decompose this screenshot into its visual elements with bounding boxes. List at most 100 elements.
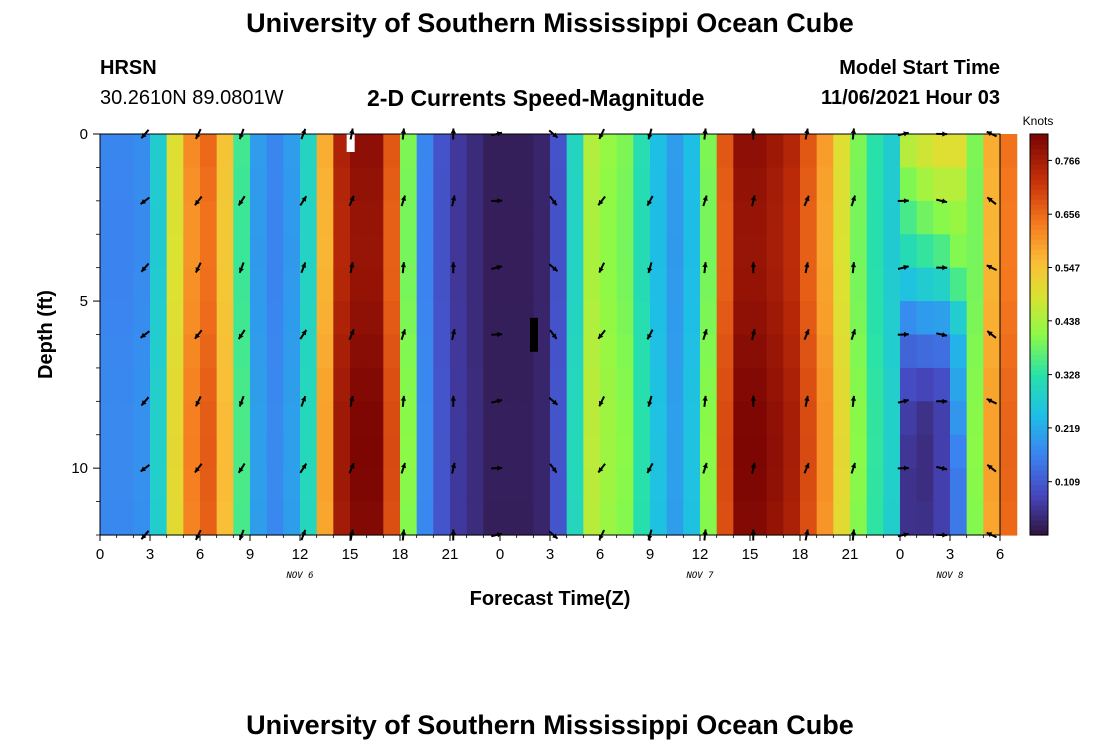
heatmap-cell: [316, 134, 334, 169]
heatmap-cell: [750, 167, 768, 202]
heatmap-cell: [516, 234, 534, 269]
current-vector-arrowhead: [194, 199, 200, 206]
heatmap-cell: [983, 167, 1001, 202]
heatmap-cell: [850, 434, 868, 469]
heatmap-cell: [216, 401, 234, 436]
heatmap-cell: [233, 434, 251, 469]
current-vector-arrowhead: [903, 532, 909, 538]
heatmap-cell: [866, 501, 884, 536]
current-vector-arrowhead: [804, 329, 810, 335]
heatmap-cell: [433, 267, 451, 302]
current-vector-arrowhead: [195, 267, 201, 273]
current-vector-arrowhead: [496, 264, 502, 271]
colorbar-tick-label: 0.219: [1055, 424, 1080, 435]
heatmap-cell: [866, 434, 884, 469]
current-vector-arrowhead: [140, 332, 146, 338]
heatmap-cell: [500, 234, 518, 269]
heatmap-cell: [233, 167, 251, 202]
x-tick-label: 3: [546, 546, 554, 563]
heatmap-cell: [666, 234, 684, 269]
heatmap-cell: [983, 501, 1001, 536]
heatmap-cell: [900, 367, 918, 402]
x-tick-label: 6: [196, 546, 204, 563]
heatmap-cell: [900, 401, 918, 436]
heatmap-cell: [683, 167, 701, 202]
heatmap-cell: [816, 334, 834, 369]
heatmap-cell: [966, 434, 984, 469]
heatmap-cell: [633, 434, 651, 469]
heatmap-cell: [283, 468, 301, 503]
heatmap-cell: [150, 234, 168, 269]
current-vector-arrowhead: [238, 200, 244, 206]
heatmap-cell: [416, 267, 434, 302]
current-vector-arrowhead: [497, 331, 503, 338]
heatmap-cell: [483, 334, 501, 369]
current-vector-arrowhead: [598, 199, 604, 206]
heatmap-cell: [883, 501, 901, 536]
heatmap-cell: [933, 301, 951, 336]
heatmap-cell: [816, 200, 834, 235]
current-vector-arrowhead: [551, 199, 557, 206]
heatmap-cell: [316, 200, 334, 235]
colorbar-segment: [1030, 454, 1048, 461]
heatmap-cell: [216, 301, 234, 336]
colorbar-tick-label: 0.109: [1055, 478, 1080, 489]
heatmap-cell: [150, 167, 168, 202]
heatmap-cell: [616, 501, 634, 536]
heatmap-cell: [1000, 200, 1018, 235]
heatmap-cell: [300, 134, 318, 169]
colorbar-segment: [1030, 444, 1048, 451]
heatmap-cell: [300, 434, 318, 469]
current-vector-arrowhead: [301, 396, 306, 402]
heatmap-cell: [283, 401, 301, 436]
heatmap-cell: [883, 200, 901, 235]
footer-title: University of Southern Mississippi Ocean…: [246, 710, 854, 740]
heatmap-cell: [866, 301, 884, 336]
heatmap-cell: [583, 468, 601, 503]
heatmap-cell: [266, 200, 284, 235]
heatmap-cell: [200, 334, 218, 369]
heatmap-cell: [750, 301, 768, 336]
current-vector-arrowhead: [903, 131, 909, 137]
heatmap-cell: [116, 367, 134, 402]
heatmap-cell: [200, 301, 218, 336]
heatmap-cell: [933, 468, 951, 503]
heatmap-cell: [650, 167, 668, 202]
heatmap-cell: [550, 167, 568, 202]
heatmap-cell: [600, 468, 618, 503]
heatmap-cell: [550, 234, 568, 269]
heatmap-cell: [466, 501, 484, 536]
heatmap-cell: [916, 501, 934, 536]
heatmap-cell: [866, 468, 884, 503]
heatmap-cell: [833, 200, 851, 235]
colorbar-segment: [1030, 469, 1048, 476]
heatmap-cell: [800, 167, 818, 202]
current-vector-arrowhead: [647, 267, 653, 273]
heatmap-cell: [916, 200, 934, 235]
current-vector-arrowhead: [598, 467, 604, 473]
heatmap-cell: [550, 367, 568, 402]
heatmap-cell: [800, 501, 818, 536]
heatmap-cell: [883, 301, 901, 336]
heatmap-cell: [583, 434, 601, 469]
heatmap-cell: [1000, 367, 1018, 402]
white-marker: [346, 134, 355, 152]
heatmap-cell: [250, 301, 268, 336]
colorbar-segment: [1030, 449, 1048, 456]
heatmap-cell: [166, 234, 184, 269]
heatmap-cell: [483, 501, 501, 536]
heatmap-cell: [733, 234, 751, 269]
current-vector-arrowhead: [195, 133, 201, 139]
heatmap-cell: [966, 334, 984, 369]
heatmap-cell: [766, 267, 784, 302]
heatmap-cell: [300, 301, 318, 336]
heatmap-cell: [366, 134, 384, 169]
heatmap-cell: [916, 468, 934, 503]
heatmap-cell: [300, 468, 318, 503]
y-tick-label: 0: [80, 126, 88, 143]
heatmap-cell: [366, 334, 384, 369]
heatmap-cell: [350, 200, 368, 235]
heatmap-cell: [166, 167, 184, 202]
heatmap-cell: [616, 167, 634, 202]
heatmap-cell: [733, 301, 751, 336]
